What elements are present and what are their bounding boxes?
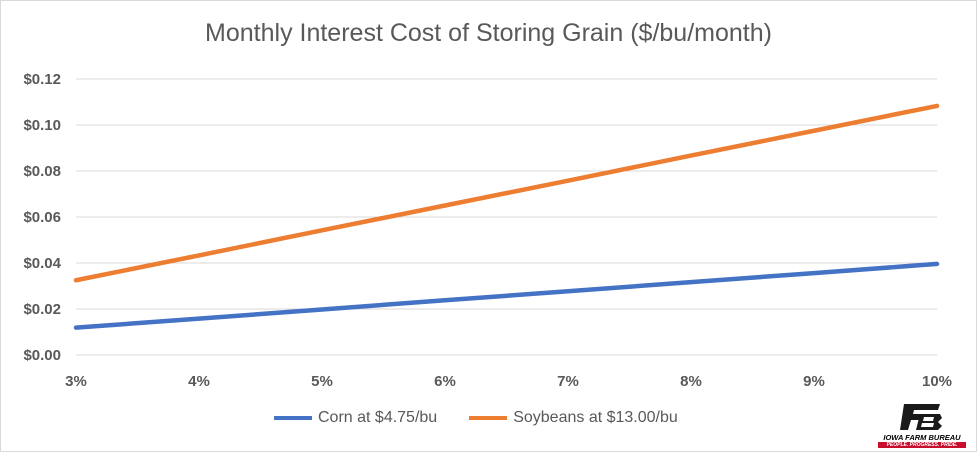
x-tick-label: 5% xyxy=(311,373,333,390)
x-tick-label: 4% xyxy=(188,373,210,390)
x-tick-label: 8% xyxy=(680,373,702,390)
gridlines xyxy=(76,78,937,356)
y-tick-label: $0.04 xyxy=(23,255,61,272)
x-tick-label: 3% xyxy=(65,373,87,390)
x-tick-label: 6% xyxy=(434,373,456,390)
legend-label-soybeans: Soybeans at $13.00/bu xyxy=(513,409,678,426)
y-tick-label: $0.10 xyxy=(23,117,61,134)
iowa-farm-bureau-logo: IOWA FARM BUREAU PEOPLE. PROGRESS. PRIDE… xyxy=(876,402,968,448)
y-axis-ticks: $0.00 $0.02 $0.04 $0.06 $0.08 $0.10 $0.12 xyxy=(23,71,61,364)
y-tick-label: $0.12 xyxy=(23,71,61,88)
x-axis-ticks: 3% 4% 5% 6% 7% 8% 9% 10% xyxy=(65,373,952,390)
legend-item-corn[interactable]: Corn at $4.75/bu xyxy=(274,409,437,427)
y-tick-label: $0.06 xyxy=(23,209,61,226)
legend-item-soybeans[interactable]: Soybeans at $13.00/bu xyxy=(469,409,678,427)
legend-swatch-soybeans xyxy=(469,416,508,420)
chart-title: Monthly Interest Cost of Storing Grain (… xyxy=(205,19,772,47)
legend-swatch-corn xyxy=(274,416,312,420)
x-tick-label: 9% xyxy=(803,373,825,390)
y-tick-label: $0.08 xyxy=(23,163,61,180)
series-lines xyxy=(73,103,940,330)
series-line-0[interactable] xyxy=(73,261,940,330)
logo-tagline: PEOPLE. PROGRESS. PRIDE. xyxy=(878,442,966,448)
x-tick-label: 10% xyxy=(922,373,952,390)
series-line-1[interactable] xyxy=(73,103,940,283)
y-tick-label: $0.02 xyxy=(23,301,61,318)
legend-label-corn: Corn at $4.75/bu xyxy=(318,409,438,426)
plot-area: $0.00 $0.02 $0.04 $0.06 $0.08 $0.10 $0.12 3% 4%… xyxy=(23,71,952,390)
legend: Corn at $4.75/bu Soybeans at $13.00/bu xyxy=(274,409,710,427)
y-tick-label: $0.00 xyxy=(23,347,61,364)
fb-logo-icon xyxy=(900,404,942,430)
logo-wordmark: IOWA FARM BUREAU xyxy=(883,433,961,442)
x-tick-label: 7% xyxy=(557,373,579,390)
